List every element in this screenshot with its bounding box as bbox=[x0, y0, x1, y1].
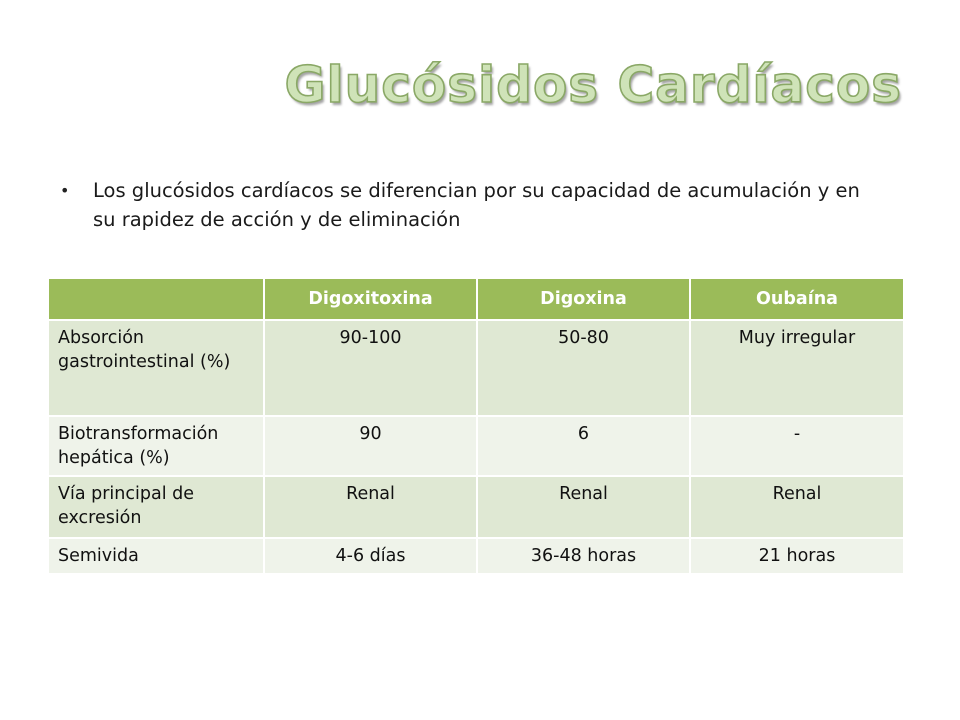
table-cell: 90-100 bbox=[263, 319, 478, 417]
table-cell: Renal bbox=[689, 475, 905, 539]
table-header-digoxina: Digoxina bbox=[476, 277, 691, 321]
row-label: Vía principal de excresión bbox=[47, 475, 265, 539]
table-cell: Muy irregular bbox=[689, 319, 905, 417]
table-cell: Renal bbox=[263, 475, 478, 539]
table-row: Semivida 4-6 días 36-48 horas 21 horas bbox=[47, 537, 905, 575]
table-row: Vía principal de excresión Renal Renal R… bbox=[47, 475, 905, 539]
table-cell: Renal bbox=[476, 475, 691, 539]
row-label: Semivida bbox=[47, 537, 265, 575]
slide-title: Glucósidos Cardíacos bbox=[284, 55, 902, 115]
table-header-empty bbox=[47, 277, 265, 321]
table-cell: 50-80 bbox=[476, 319, 691, 417]
table-row: Absorción gastrointestinal (%) 90-100 50… bbox=[47, 319, 905, 417]
table-header-oubaina: Oubaína bbox=[689, 277, 905, 321]
comparison-table: Digoxitoxina Digoxina Oubaína Absorción … bbox=[47, 277, 905, 575]
table-cell: 4-6 días bbox=[263, 537, 478, 575]
bullet-item: • Los glucósidos cardíacos se diferencia… bbox=[60, 176, 880, 234]
table-header-row: Digoxitoxina Digoxina Oubaína bbox=[47, 277, 905, 321]
bullet-text: Los glucósidos cardíacos se diferencian … bbox=[93, 179, 860, 231]
table-cell: 36-48 horas bbox=[476, 537, 691, 575]
table-cell: 21 horas bbox=[689, 537, 905, 575]
row-label: Biotransformación hepática (%) bbox=[47, 415, 265, 477]
table-cell: - bbox=[689, 415, 905, 477]
bullet-marker: • bbox=[60, 181, 70, 200]
table-header-digoxitoxina: Digoxitoxina bbox=[263, 277, 478, 321]
row-label: Absorción gastrointestinal (%) bbox=[47, 319, 265, 417]
table-cell: 90 bbox=[263, 415, 478, 477]
table-row: Biotransformación hepática (%) 90 6 - bbox=[47, 415, 905, 477]
table-cell: 6 bbox=[476, 415, 691, 477]
